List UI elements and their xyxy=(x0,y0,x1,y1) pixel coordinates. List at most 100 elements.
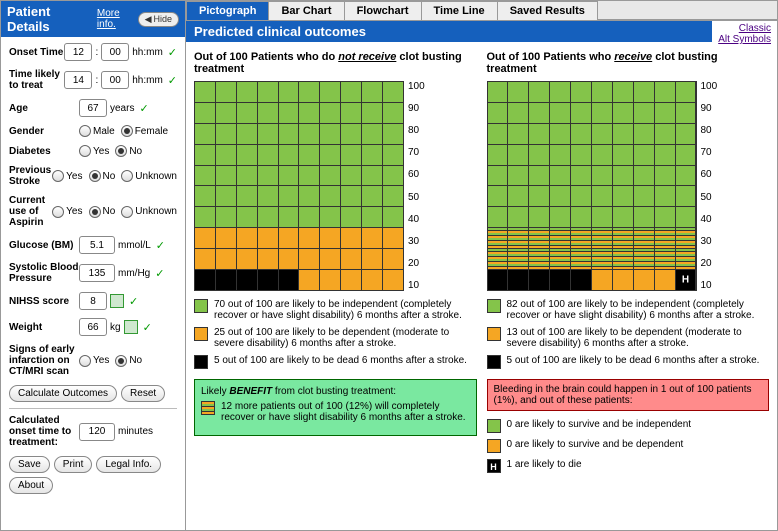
legal-button[interactable]: Legal Info. xyxy=(96,456,161,473)
picto-cell xyxy=(258,249,278,269)
picto-cell xyxy=(341,207,361,227)
picto-cell xyxy=(320,228,340,248)
onset-mm[interactable] xyxy=(101,43,129,61)
picto-cell xyxy=(279,228,299,248)
calc-onset-input[interactable] xyxy=(79,423,115,441)
bp-input[interactable] xyxy=(79,264,115,282)
print-button[interactable]: Print xyxy=(54,456,93,473)
treat-hh[interactable] xyxy=(64,71,92,89)
picto-cell xyxy=(299,207,319,227)
more-info-link[interactable]: More info. xyxy=(97,8,138,30)
legend-item: H1 are likely to die xyxy=(487,459,770,473)
benefit-box: Likely BENEFIT from clot busting treatme… xyxy=(194,379,477,436)
prev-stroke-unknown[interactable]: Unknown xyxy=(121,170,177,182)
weight-input[interactable] xyxy=(79,318,107,336)
picto-cell xyxy=(383,82,403,102)
about-button[interactable]: About xyxy=(9,477,53,494)
aspirin-unknown[interactable]: Unknown xyxy=(121,206,177,218)
picto-cell xyxy=(488,186,508,206)
reset-button[interactable]: Reset xyxy=(121,385,165,402)
picto-cell xyxy=(383,145,403,165)
picto-cell xyxy=(216,186,236,206)
aspirin-no[interactable]: No xyxy=(89,206,116,218)
aspirin-yes[interactable]: Yes xyxy=(52,206,82,218)
field-label: Previous Stroke xyxy=(9,165,52,187)
picto-cell xyxy=(592,145,612,165)
picto-cell xyxy=(550,145,570,165)
picto-cell xyxy=(634,103,654,123)
picto-cell xyxy=(634,166,654,186)
picto-cell xyxy=(279,249,299,269)
calculator-icon[interactable] xyxy=(124,320,138,334)
ctmri-no[interactable]: No xyxy=(115,355,142,367)
picto-cell xyxy=(634,249,654,269)
picto-cell xyxy=(550,249,570,269)
calculator-icon[interactable] xyxy=(110,294,124,308)
picto-cell xyxy=(237,186,257,206)
charts-area: Out of 100 Patients who do not receive c… xyxy=(186,47,777,530)
picto-cell xyxy=(320,145,340,165)
classic-link[interactable]: Classic xyxy=(739,23,771,34)
picto-cell xyxy=(237,249,257,269)
picto-cell xyxy=(676,270,696,290)
field-label: Systolic Blood Pressure xyxy=(9,262,79,284)
picto-cell xyxy=(299,186,319,206)
tab-pictograph[interactable]: Pictograph xyxy=(186,1,269,20)
field-row: DiabetesYesNo xyxy=(9,145,177,157)
tab-bar: PictographBar ChartFlowchartTime LineSav… xyxy=(186,1,777,21)
picto-cell xyxy=(592,124,612,144)
picto-cell xyxy=(488,124,508,144)
hide-button[interactable]: ◀Hide xyxy=(138,12,179,27)
ctmri-yes[interactable]: Yes xyxy=(79,355,109,367)
picto-cell xyxy=(529,124,549,144)
legend-text: 82 out of 100 are likely to be independe… xyxy=(507,299,770,321)
picto-cell xyxy=(634,82,654,102)
field-label: NIHSS score xyxy=(9,296,79,307)
tab-time-line[interactable]: Time Line xyxy=(421,1,498,20)
picto-cell xyxy=(320,124,340,144)
picto-cell xyxy=(237,228,257,248)
left-chart-column: Out of 100 Patients who do not receive c… xyxy=(194,51,477,526)
gender-female[interactable]: Female xyxy=(121,125,168,137)
tab-saved-results[interactable]: Saved Results xyxy=(497,1,598,20)
picto-cell xyxy=(488,103,508,123)
alt-symbols-link[interactable]: Alt Symbols xyxy=(718,34,771,45)
diabetes-no[interactable]: No xyxy=(115,145,142,157)
picto-cell xyxy=(362,166,382,186)
picto-cell xyxy=(550,124,570,144)
picto-cell xyxy=(592,186,612,206)
treat-mm[interactable] xyxy=(101,71,129,89)
prev-stroke-yes[interactable]: Yes xyxy=(52,170,82,182)
picto-cell xyxy=(216,207,236,227)
field-label: Weight xyxy=(9,322,79,333)
picto-cell xyxy=(362,249,382,269)
picto-cell xyxy=(592,103,612,123)
nihss-input[interactable] xyxy=(79,292,107,310)
picto-cell xyxy=(571,186,591,206)
picto-cell xyxy=(634,207,654,227)
picto-cell xyxy=(508,249,528,269)
picto-cell xyxy=(362,124,382,144)
picto-cell xyxy=(341,124,361,144)
calculate-button[interactable]: Calculate Outcomes xyxy=(9,385,117,402)
picto-cell xyxy=(571,124,591,144)
picto-cell xyxy=(341,103,361,123)
gender-male[interactable]: Male xyxy=(79,125,115,137)
tab-flowchart[interactable]: Flowchart xyxy=(344,1,422,20)
age-input[interactable] xyxy=(79,99,107,117)
picto-cell xyxy=(508,124,528,144)
tab-bar-chart[interactable]: Bar Chart xyxy=(268,1,344,20)
onset-hh[interactable] xyxy=(64,43,92,61)
right-chart-title: Out of 100 Patients who receive clot bus… xyxy=(487,51,770,77)
legend-text: 0 are likely to survive and be independe… xyxy=(507,419,692,430)
picto-cell xyxy=(634,228,654,248)
picto-cell xyxy=(237,270,257,290)
diabetes-yes[interactable]: Yes xyxy=(79,145,109,157)
prev-stroke-no[interactable]: No xyxy=(89,170,116,182)
picto-cell xyxy=(613,166,633,186)
picto-cell xyxy=(634,124,654,144)
glucose-input[interactable] xyxy=(79,236,115,254)
picto-cell xyxy=(488,249,508,269)
save-button[interactable]: Save xyxy=(9,456,50,473)
picto-cell xyxy=(613,124,633,144)
